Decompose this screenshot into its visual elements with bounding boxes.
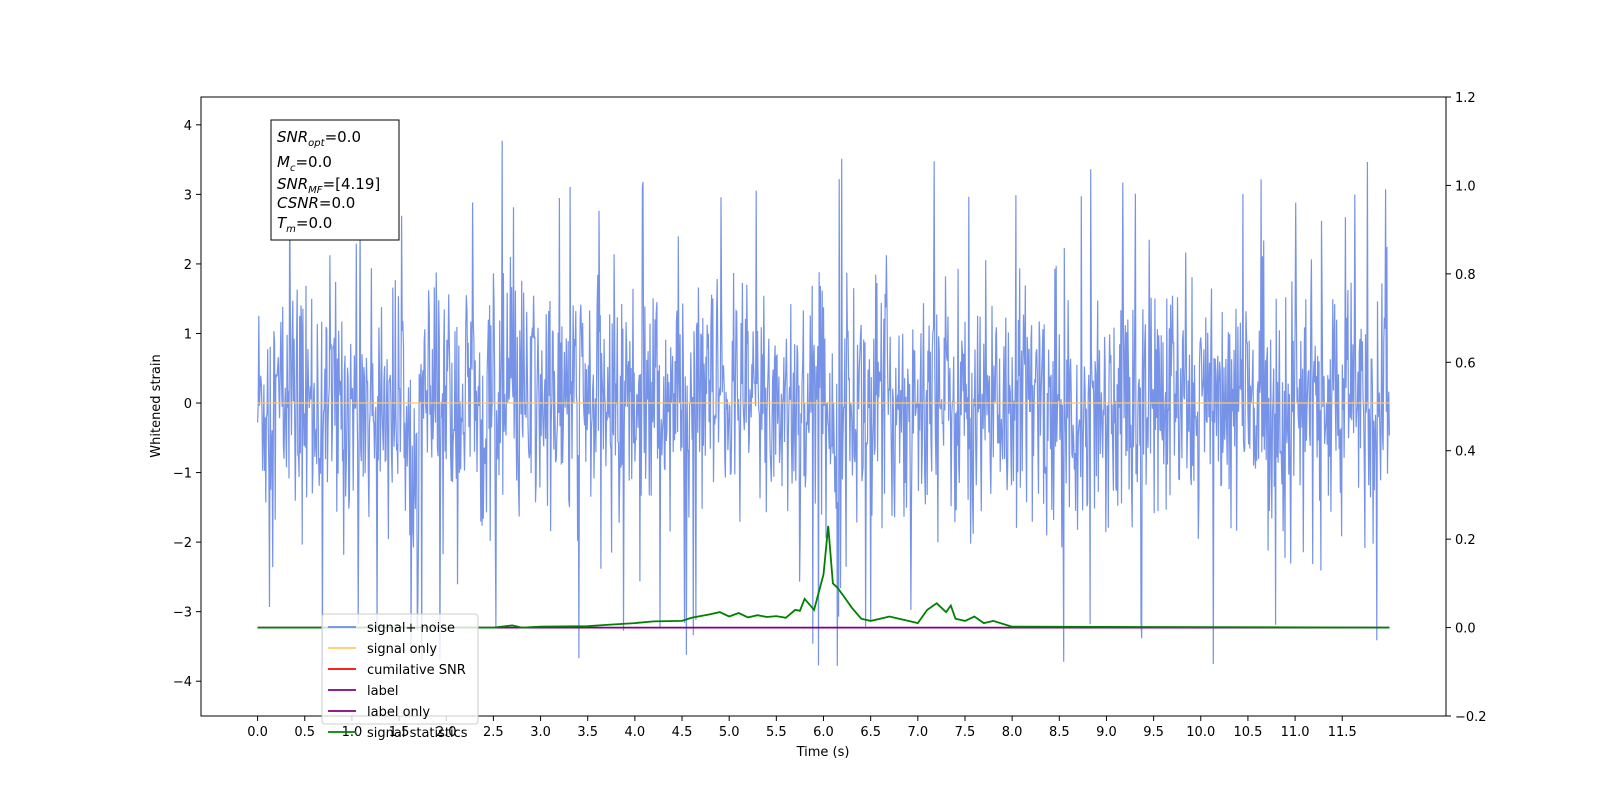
x-tick-label: 2.0: [436, 725, 457, 740]
x-tick-label: 4.0: [625, 725, 646, 740]
annotation-csnr: CSNR=0.0: [277, 194, 355, 212]
legend-item-signal-noise: signal+ noise: [328, 621, 455, 636]
x-tick-label: 5.5: [766, 725, 787, 740]
legend-label: signal+ noise: [367, 621, 455, 636]
legend-label: label: [367, 684, 398, 699]
legend-label: signal statistics: [367, 726, 468, 741]
x-tick-label: 4.5: [672, 725, 693, 740]
x-tick-label: 6.0: [813, 725, 834, 740]
legend-item-label-only: label only: [328, 705, 430, 720]
x-tick-label: 0.0: [247, 725, 268, 740]
legend-frame: [321, 613, 479, 725]
annotation-mc: Mc=0.0: [277, 153, 332, 174]
x-tick-label: 0.5: [294, 725, 315, 740]
x-tick-label: 3.5: [577, 725, 598, 740]
x-tick-label: 2.5: [483, 725, 504, 740]
annotation-snr-mf: SNRMF=[4.19]: [277, 175, 380, 196]
y-tick-label: 2: [184, 258, 192, 273]
x-tick-label: 9.0: [1096, 725, 1117, 740]
y2-tick-label: −0.2: [1455, 710, 1487, 725]
axes: 0.0 0.5 1.0 1.5 2.0 2.5 3.0 3.5 4.0 4.5 5.0 5.5 6.0 6…: [173, 91, 1487, 740]
y-tick-label: 0: [184, 397, 192, 412]
x-axis-label: Time (s): [796, 745, 850, 760]
legend-item-signal-statistics: signal statistics: [328, 726, 468, 741]
y2-tick-label: 0.0: [1455, 622, 1476, 637]
x-tick-label: 10.5: [1233, 725, 1262, 740]
x-tick-label: 9.5: [1143, 725, 1164, 740]
series-signal-statistics: [257, 525, 1390, 629]
x-tick-label: 1.5: [389, 725, 410, 740]
x-tick-label: 11.5: [1328, 725, 1357, 740]
y-axis-label: Whitened strain: [149, 354, 164, 457]
legend-label: signal only: [367, 642, 437, 657]
y-tick-label: −1: [173, 467, 192, 482]
y2-tick-label: 0.4: [1455, 445, 1476, 460]
series-signal-noise: [257, 140, 1390, 667]
y2-tick-label: 1.2: [1455, 91, 1476, 106]
legend-item-label: label: [328, 684, 398, 699]
y2-tick-label: 0.6: [1455, 356, 1476, 371]
x-tick-label: 7.5: [955, 725, 976, 740]
y-tick-label: −3: [173, 606, 192, 621]
legend-item-cumilative-snr: cumilative SNR: [328, 663, 466, 678]
legend-item-signal-only: signal only: [328, 642, 437, 657]
x-tick-label: 7.0: [907, 725, 928, 740]
x-tick-label: 3.0: [530, 725, 551, 740]
x-tick-label: 6.5: [860, 725, 881, 740]
y2-tick-label: 1.0: [1455, 179, 1476, 194]
y2-tick-label: 0.2: [1455, 533, 1476, 548]
y-tick-label: 1: [184, 327, 192, 342]
annotation-box: SNRopt=0.0 Mc=0.0 SNRMF=[4.19] CSNR=0.0 …: [270, 119, 400, 241]
x-tick-label: 8.5: [1049, 725, 1070, 740]
y-tick-label: 3: [184, 188, 192, 203]
annotation-snr-opt: SNRopt=0.0: [277, 128, 361, 149]
x-tick-label: 11.0: [1281, 725, 1310, 740]
legend: signal+ noise signal only cumilative SNR la…: [321, 613, 479, 741]
y-tick-label: 4: [184, 119, 192, 134]
legend-label: label only: [367, 705, 430, 720]
y-tick-label: −4: [173, 675, 192, 690]
x-tick-label: 10.0: [1186, 725, 1215, 740]
plot-area: [257, 140, 1390, 667]
x-tick-label: 8.0: [1002, 725, 1023, 740]
annotation-tm: Tm=0.0: [277, 214, 332, 235]
x-tick-label: 5.0: [719, 725, 740, 740]
legend-label: cumilative SNR: [367, 663, 466, 678]
y-tick-label: −2: [173, 536, 192, 551]
y2-tick-label: 0.8: [1455, 268, 1476, 283]
